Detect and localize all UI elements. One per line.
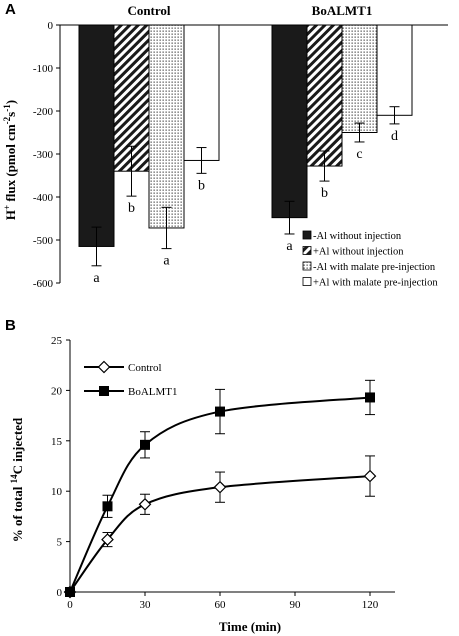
legend-entry: BoALMT1 [128, 386, 178, 398]
legend-swatch [302, 261, 312, 271]
bar [183, 24, 220, 161]
y-tick-label: -600 [33, 278, 54, 290]
significance-letter: b [321, 186, 328, 201]
y-axis-label: H+ flux (pmol cm-2s-1) [2, 100, 18, 220]
series-line [69, 396, 371, 593]
y-tick-label: 10 [51, 486, 63, 498]
data-point [97, 360, 111, 374]
label-part: % of total [10, 483, 25, 542]
y-tick-label: -100 [33, 63, 54, 75]
y-tick-label: 0 [57, 587, 63, 599]
panel-b-line-chart: B 0 5 10 15 20 25 0 30 60 90 120 Control BoALMT1 % … [5, 317, 395, 634]
y-tick-label: 15 [51, 436, 63, 448]
bar [271, 24, 308, 219]
data-point [99, 386, 109, 396]
y-axis-label: % of total 14C injected [9, 417, 25, 542]
group-labels: Control BoALMT1 [127, 3, 372, 18]
legend-swatch [302, 277, 312, 286]
x-tick-label: 120 [362, 599, 379, 611]
data-point [140, 439, 150, 450]
legend-entry: -Al without injection [313, 231, 402, 242]
data-point [363, 469, 377, 483]
bar [78, 24, 115, 247]
data-point [215, 406, 225, 417]
label-part: s [3, 112, 18, 117]
significance-letter: b [128, 201, 135, 216]
legend-swatch [302, 246, 312, 255]
x-tick-label: 60 [215, 599, 227, 611]
data-point [102, 501, 113, 512]
y-tick-label: -500 [33, 235, 54, 247]
legend-swatch [302, 230, 312, 240]
bar [148, 24, 185, 229]
significance-letter: a [163, 254, 170, 269]
label-part: -1 [2, 104, 12, 112]
significance-letter: d [391, 129, 398, 144]
data-point [138, 497, 152, 511]
bar [341, 24, 378, 133]
data-point [213, 480, 227, 494]
label-part: H [3, 210, 18, 220]
significance-letter: b [198, 178, 205, 193]
label-part: + [2, 205, 12, 210]
y-tick-label: 25 [51, 335, 63, 347]
group-label: BoALMT1 [312, 3, 373, 18]
data-point [65, 587, 75, 597]
group-label: Control [127, 3, 170, 18]
label-part: ) [3, 100, 18, 104]
x-tick-label: 90 [290, 599, 302, 611]
panel-a-bar-chart: A a b a b a b c d 0 -100 -200 -300 -400 -500 -600 Con… [2, 1, 448, 290]
bar [376, 24, 413, 116]
x-axis-label: Time (min) [219, 619, 281, 634]
significance-letter: a [286, 239, 293, 254]
y-tick-label: 5 [57, 537, 63, 549]
bar [306, 24, 343, 167]
x-tick-label: 30 [140, 599, 152, 611]
y-tick-label: -300 [33, 149, 54, 161]
legend-entry: -Al with malate pre-injection [313, 262, 436, 273]
label-part: C injected [10, 417, 25, 474]
series-line [69, 475, 371, 593]
data-point [365, 392, 375, 403]
legend-entry: Control [128, 362, 162, 374]
y-tick-label: 20 [51, 385, 63, 397]
y-tick-label: -200 [33, 106, 54, 118]
series-group [63, 379, 377, 599]
legend-entry: +Al without injection [313, 247, 404, 258]
legend: -Al without injection +Al without injecti… [302, 230, 438, 289]
x-tick-label: 0 [67, 599, 73, 611]
y-tick-label: -400 [33, 192, 54, 204]
legend-entry: +Al with malate pre-injection [313, 278, 438, 289]
label-part: 14 [9, 474, 19, 484]
data-point [101, 533, 114, 546]
label-part: flux (pmol cm [3, 124, 18, 205]
axes: 0 5 10 15 20 25 0 30 60 90 120 [51, 335, 395, 611]
y-axis: 0 -100 -200 -300 -400 -500 -600 [33, 20, 448, 290]
bars-group: a b a b a b c d [78, 24, 413, 286]
panel-letter-b: B [5, 317, 16, 334]
significance-letter: a [93, 271, 100, 286]
panel-letter-a: A [5, 1, 16, 18]
label-part: -2 [2, 116, 12, 124]
y-tick-label: 0 [48, 20, 54, 32]
significance-letter: c [356, 147, 362, 162]
legend: Control BoALMT1 [84, 360, 178, 398]
